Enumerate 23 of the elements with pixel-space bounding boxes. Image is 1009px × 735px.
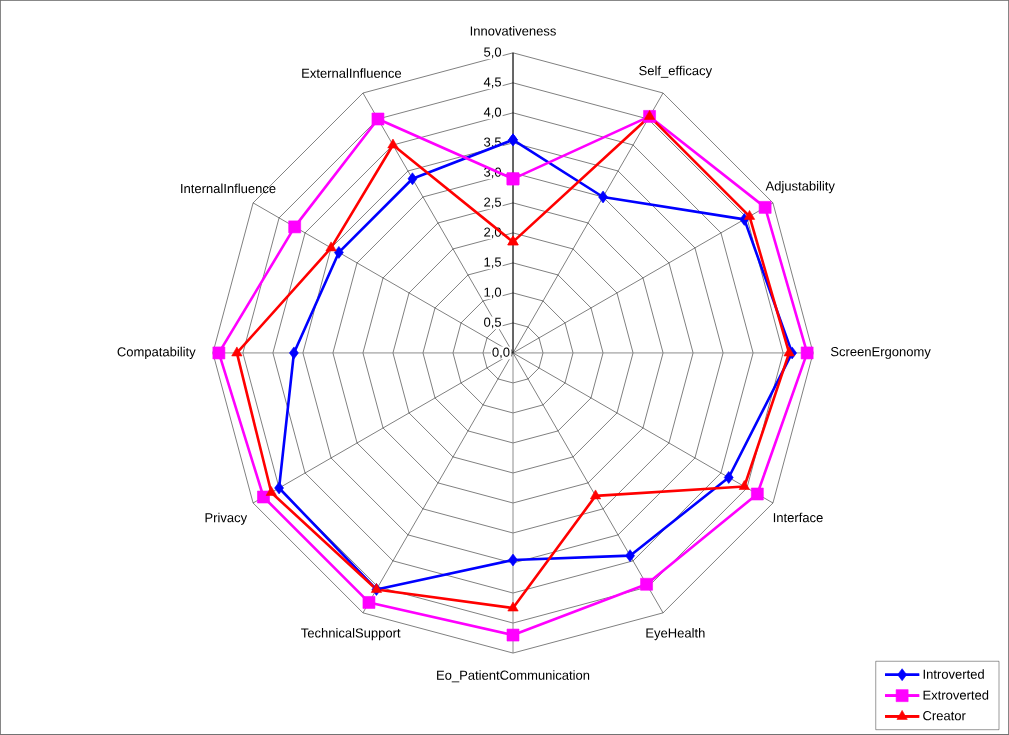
spoke-label: Adjustability xyxy=(765,181,835,194)
y-tick-label: 1,0 xyxy=(484,287,502,299)
spoke-label: InternalInfluence xyxy=(181,183,276,194)
spoke-label: Eo_PatientCommunication xyxy=(437,670,590,683)
y-tick-label: 0,5 xyxy=(484,317,502,329)
legend-label: Introverted xyxy=(923,669,984,679)
spoke-label: Innovativeness xyxy=(470,26,556,36)
spoke-label: TechnicalSupport xyxy=(301,628,401,641)
y-tick-label: 5,0 xyxy=(484,47,502,59)
y-tick-label: 4,0 xyxy=(483,107,502,119)
spoke-label: Privacy xyxy=(205,512,248,525)
legend-label: Creator xyxy=(923,711,966,721)
spoke-label: ExternalInfluence xyxy=(302,68,402,78)
y-tick-label: 0,0 xyxy=(492,347,510,359)
spoke-label: Compatability xyxy=(117,346,196,360)
spoke-label: Interface xyxy=(773,512,823,523)
spoke-label: ScreenErgonomy xyxy=(830,347,931,359)
y-tick-label: 4,5 xyxy=(483,77,502,89)
y-tick-label: 1,5 xyxy=(484,257,502,269)
y-tick-label: 2,5 xyxy=(484,197,502,209)
spoke-label: EyeHealth xyxy=(646,628,705,641)
spoke-label: Self_efficacy xyxy=(639,65,713,78)
legend-label: Extroverted xyxy=(923,690,989,700)
